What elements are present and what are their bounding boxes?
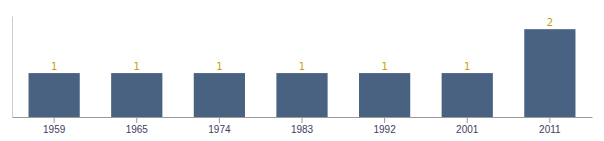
x-tick: 1974 bbox=[208, 117, 231, 135]
x-tick-label: 1959 bbox=[43, 124, 66, 135]
data-label: 1 bbox=[216, 61, 222, 72]
x-tick-mark bbox=[302, 117, 303, 123]
x-tick: 1965 bbox=[126, 117, 149, 135]
data-label: 2 bbox=[547, 17, 553, 28]
x-tick-mark bbox=[384, 117, 385, 123]
plot: 1959 1965 1974 1983 1992 2001 2011 1 1 1 1 1 1 2 bbox=[13, 17, 593, 136]
x-tick: 2001 bbox=[456, 117, 479, 135]
chart: 1959 1965 1974 1983 1992 2001 2011 1 1 1 1 1 1 2 bbox=[0, 0, 604, 141]
x-tick: 1983 bbox=[291, 117, 314, 135]
data-label: 1 bbox=[51, 61, 57, 72]
x-axis: 1959 1965 1974 1983 1992 2001 2011 bbox=[13, 117, 593, 135]
x-tick-mark bbox=[136, 117, 137, 123]
bar bbox=[524, 29, 575, 117]
bar bbox=[276, 73, 327, 117]
bars bbox=[29, 29, 576, 117]
data-label: 1 bbox=[134, 61, 140, 72]
data-label: 1 bbox=[381, 61, 387, 72]
x-tick: 1959 bbox=[43, 117, 66, 135]
x-tick: 1992 bbox=[373, 117, 396, 135]
x-tick-mark bbox=[219, 117, 220, 123]
data-labels: 1 1 1 1 1 1 2 bbox=[51, 17, 553, 72]
bar bbox=[111, 73, 162, 117]
y-axis-line bbox=[12, 17, 13, 118]
bar bbox=[194, 73, 245, 117]
bar bbox=[442, 73, 493, 117]
x-tick-label: 1983 bbox=[291, 124, 314, 135]
y-axis bbox=[12, 17, 13, 118]
data-label: 1 bbox=[464, 61, 470, 72]
x-tick-mark bbox=[549, 117, 550, 123]
x-tick-label: 1965 bbox=[126, 124, 149, 135]
bar bbox=[359, 73, 410, 117]
data-label: 1 bbox=[299, 61, 305, 72]
x-tick-label: 2011 bbox=[539, 124, 561, 135]
x-tick-label: 1992 bbox=[373, 124, 396, 135]
x-tick-label: 2001 bbox=[456, 124, 479, 135]
bar bbox=[29, 73, 80, 117]
x-tick-mark bbox=[54, 117, 55, 123]
x-tick: 2011 bbox=[539, 117, 561, 135]
x-tick-mark bbox=[467, 117, 468, 123]
x-tick-label: 1974 bbox=[208, 124, 231, 135]
